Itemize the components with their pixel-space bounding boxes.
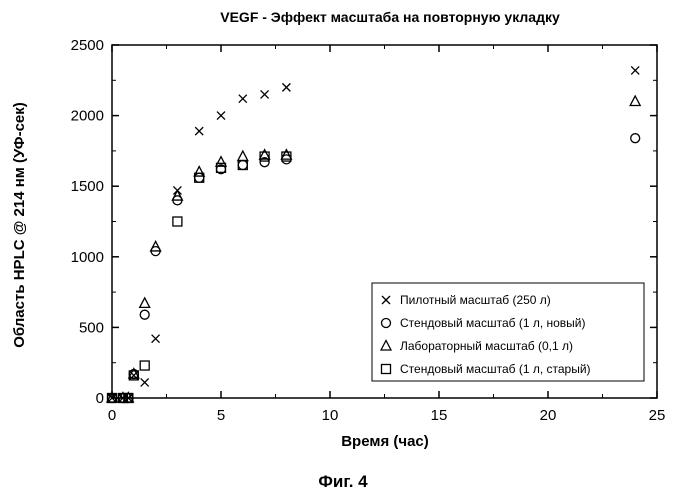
legend-label: Стендовый масштаб (1 л, старый) — [400, 362, 591, 376]
x-tick-label: 15 — [431, 407, 448, 424]
y-tick-label: 1500 — [71, 178, 104, 195]
point-square — [173, 217, 182, 226]
legend-label: Лабораторный масштаб (0,1 л) — [400, 339, 573, 353]
y-tick-label: 1000 — [71, 249, 104, 266]
x-tick-label: 10 — [322, 407, 339, 424]
point-triangle — [140, 298, 150, 308]
point-circle — [195, 173, 204, 182]
legend: Пилотный масштаб (250 л) Стендовый масшта… — [372, 283, 644, 381]
point-triangle — [238, 151, 248, 161]
x-tick-label: 5 — [217, 407, 225, 424]
point-x — [631, 66, 639, 74]
y-tick-label: 2000 — [71, 108, 104, 125]
x-axis-label: Время (час) — [341, 433, 429, 450]
legend-label: Пилотный масштаб (250 л) — [400, 293, 551, 307]
legend-label: Стендовый масштаб (1 л, новый) — [400, 316, 586, 330]
point-circle — [238, 161, 247, 170]
y-tick-label: 2500 — [71, 37, 104, 54]
y-axis-label: Область HPLC @ 214 нм (УФ-сек) — [11, 102, 28, 348]
chart: VEGF - Эффект масштаба на повторную укла… — [0, 0, 686, 500]
x-tick-label: 20 — [540, 407, 557, 424]
point-x — [217, 112, 225, 120]
point-x — [282, 83, 290, 91]
point-x — [141, 378, 149, 386]
x-tick-label: 0 — [108, 407, 116, 424]
point-x — [152, 335, 160, 343]
x-tick-label: 25 — [649, 407, 666, 424]
y-tick-label: 500 — [79, 319, 104, 336]
figure-caption: Фиг. 4 — [318, 472, 368, 491]
point-x — [239, 95, 247, 103]
point-x — [261, 90, 269, 98]
point-triangle — [630, 96, 640, 106]
y-tick-label: 0 — [96, 390, 104, 407]
chart-title: VEGF - Эффект масштаба на повторную укла… — [220, 9, 560, 25]
point-circle — [631, 134, 640, 143]
point-circle — [140, 310, 149, 319]
point-x — [195, 127, 203, 135]
point-square — [140, 361, 149, 370]
